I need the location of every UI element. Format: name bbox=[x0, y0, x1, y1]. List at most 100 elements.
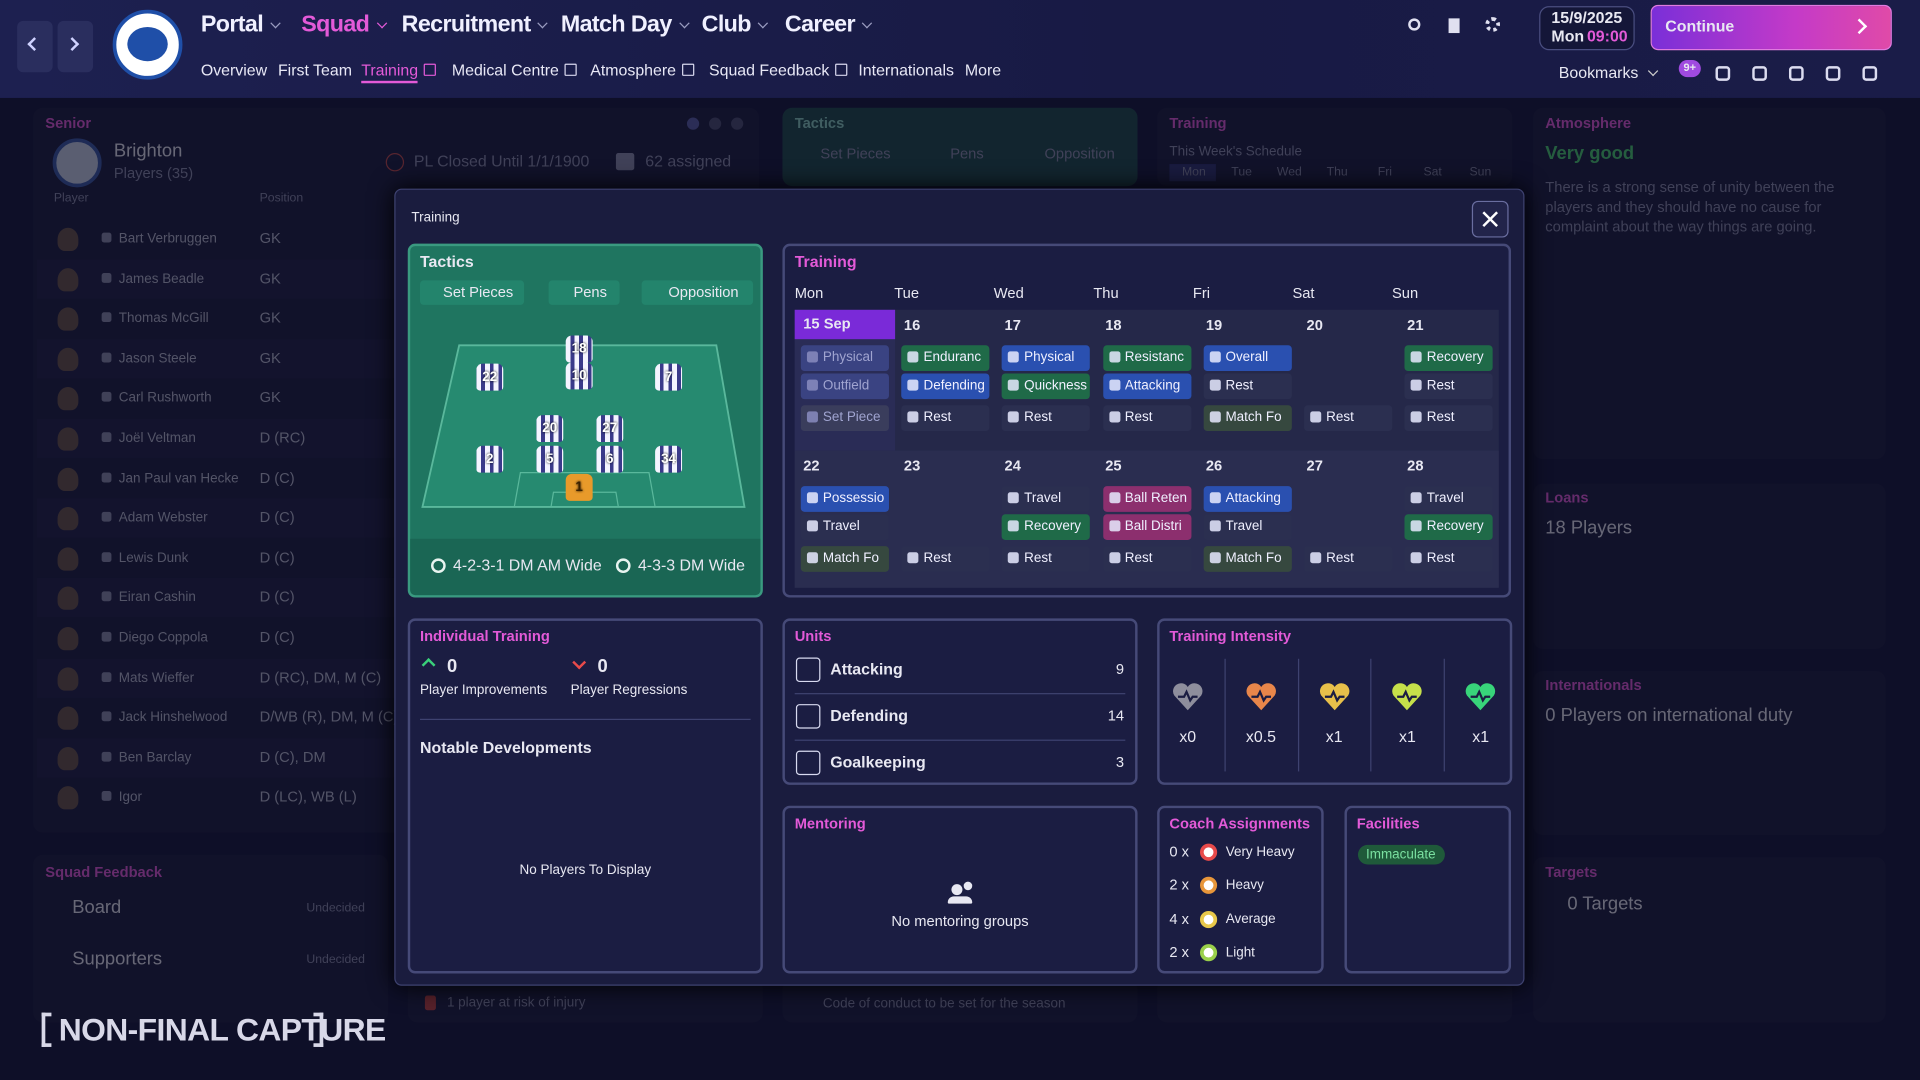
date: 24 bbox=[1004, 457, 1021, 475]
heart bbox=[1465, 682, 1497, 711]
tab-button[interactable] bbox=[548, 280, 620, 305]
toolbar-icon[interactable] bbox=[1825, 66, 1841, 81]
club-logo[interactable] bbox=[112, 9, 183, 80]
shirt-number: 7 bbox=[664, 369, 673, 385]
tab-label[interactable]: Set Pieces bbox=[443, 283, 514, 301]
unit-count: 14 bbox=[1107, 707, 1125, 725]
subnav-item[interactable]: Medical Centre bbox=[451, 61, 559, 80]
settings-icon[interactable] bbox=[1485, 17, 1500, 32]
session-label: Physical bbox=[1024, 350, 1075, 365]
external-icon bbox=[682, 63, 695, 76]
session-label: Rest bbox=[1024, 550, 1052, 566]
date: 20 bbox=[1306, 316, 1323, 334]
nav-item[interactable]: Squad bbox=[301, 11, 370, 38]
regression-count: 0 bbox=[597, 656, 608, 677]
player-shirt[interactable] bbox=[536, 415, 564, 443]
formation-icon bbox=[615, 558, 631, 574]
session-label: Rest bbox=[1326, 410, 1354, 425]
player-shirt[interactable] bbox=[655, 363, 683, 391]
session-icon bbox=[806, 351, 818, 363]
unit-icon bbox=[795, 657, 821, 683]
toolbar-icon[interactable] bbox=[1788, 66, 1804, 81]
session-label: Overall bbox=[1225, 350, 1269, 365]
session-icon bbox=[1209, 552, 1221, 564]
search-icon[interactable] bbox=[1408, 18, 1421, 31]
session-icon bbox=[806, 520, 818, 532]
session-icon bbox=[1108, 351, 1120, 363]
nav-item[interactable]: Recruitment bbox=[401, 11, 532, 38]
subnav-item[interactable]: Training bbox=[361, 61, 419, 80]
session-label: Resistanc bbox=[1124, 350, 1184, 365]
formation[interactable]: 4-2-3-1 DM AM Wide bbox=[453, 555, 602, 575]
toolbar-icon[interactable] bbox=[1715, 66, 1731, 81]
player-shirt[interactable] bbox=[476, 445, 504, 473]
section-title: Notable Developments bbox=[420, 738, 592, 757]
nav-item[interactable]: Career bbox=[784, 11, 856, 38]
club-logo-inner bbox=[127, 26, 168, 62]
subnav-item[interactable]: First Team bbox=[277, 61, 352, 80]
session-label: Physical bbox=[822, 350, 874, 365]
external-icon bbox=[564, 63, 577, 76]
shirt-number: 20 bbox=[542, 421, 558, 436]
subnav-underline bbox=[361, 80, 418, 84]
shirt-number: 2 bbox=[486, 451, 494, 467]
player-shirt[interactable] bbox=[596, 445, 624, 473]
tab-label[interactable]: Pens bbox=[573, 283, 607, 301]
shirt-number: 34 bbox=[661, 451, 677, 467]
facility-rating: Immaculate bbox=[1366, 847, 1436, 862]
subnav-item[interactable]: More bbox=[964, 61, 1002, 80]
player-shirt[interactable] bbox=[565, 362, 593, 390]
date: 18 bbox=[1105, 316, 1122, 334]
session-label: Rest bbox=[1326, 550, 1354, 566]
toolbar-icon[interactable] bbox=[1862, 66, 1878, 81]
bookmarks[interactable]: Bookmarks bbox=[1558, 63, 1639, 82]
session-label: Enduranc bbox=[923, 350, 982, 365]
formation[interactable]: 4-3-3 DM Wide bbox=[637, 555, 746, 575]
session-icon bbox=[1410, 411, 1422, 423]
nav-item[interactable]: Match Day bbox=[560, 11, 672, 38]
divider bbox=[1443, 658, 1446, 772]
player-shirt[interactable] bbox=[565, 473, 593, 501]
date-box bbox=[1539, 6, 1635, 51]
subnav-item[interactable]: Atmosphere bbox=[590, 61, 677, 80]
mentor-icon bbox=[947, 896, 973, 904]
nav-item[interactable]: Portal bbox=[200, 11, 264, 38]
player-shirt[interactable] bbox=[596, 415, 624, 443]
player-shirt[interactable] bbox=[476, 363, 504, 391]
session-icon bbox=[907, 351, 919, 363]
date: 17 bbox=[1004, 316, 1021, 334]
session-label: Rest bbox=[1426, 410, 1455, 425]
forward-button[interactable] bbox=[57, 20, 94, 73]
toolbar-icon[interactable] bbox=[1752, 66, 1767, 81]
subnav-item[interactable]: Internationals bbox=[858, 61, 954, 80]
empty-message: No Players To Display bbox=[519, 863, 652, 878]
session-label: Attacking bbox=[1225, 490, 1281, 506]
session-icon bbox=[1410, 379, 1422, 391]
back-button[interactable] bbox=[17, 20, 53, 73]
session-label: Set Piece bbox=[822, 410, 881, 425]
session-label: Match Fo bbox=[1225, 550, 1282, 566]
continue-button[interactable] bbox=[1650, 4, 1892, 51]
nav-item[interactable]: Club bbox=[701, 11, 752, 38]
coach-intensity: Average bbox=[1225, 911, 1276, 927]
bookmark-icon[interactable] bbox=[1448, 18, 1460, 34]
tab-button[interactable] bbox=[641, 280, 754, 305]
day-header: Fri bbox=[1192, 284, 1211, 302]
player-shirt[interactable] bbox=[536, 445, 564, 473]
session-label: Travel bbox=[822, 519, 860, 534]
subnav-item[interactable]: Squad Feedback bbox=[708, 61, 830, 80]
watermark-bracket bbox=[41, 1012, 52, 1047]
session-label: Quickness bbox=[1024, 378, 1088, 394]
player-shirt[interactable] bbox=[655, 445, 683, 473]
subnav-item[interactable]: Overview bbox=[200, 61, 268, 80]
close-button[interactable] bbox=[1471, 200, 1509, 238]
tab-button[interactable] bbox=[420, 280, 525, 305]
divider bbox=[794, 693, 1126, 695]
tab-label[interactable]: Opposition bbox=[668, 283, 739, 301]
continue-label[interactable]: Continue bbox=[1665, 16, 1735, 36]
player-shirt[interactable] bbox=[565, 335, 593, 363]
session-icon bbox=[1209, 379, 1221, 391]
unit-count: 3 bbox=[1115, 753, 1125, 771]
date: 19 bbox=[1205, 316, 1223, 334]
